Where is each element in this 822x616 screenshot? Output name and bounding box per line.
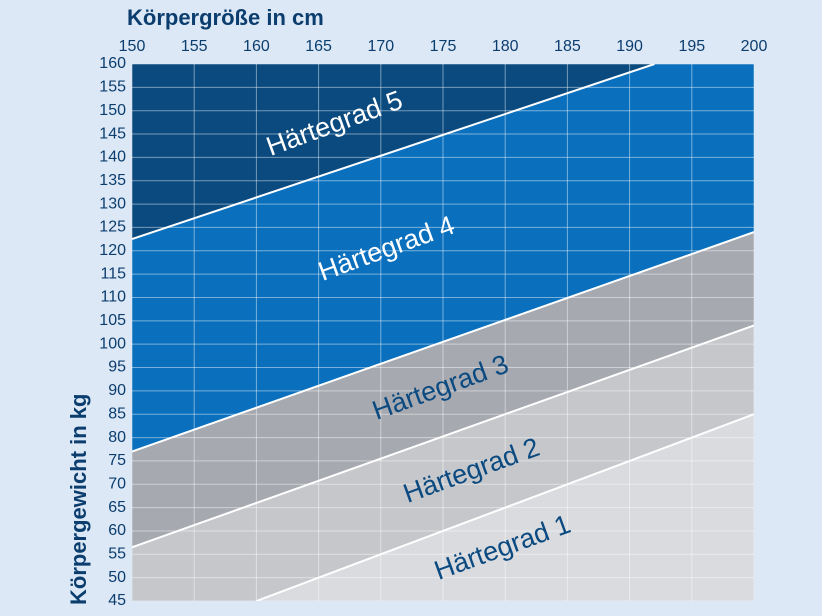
y-tick-label: 60 (108, 522, 126, 539)
x-tick-label: 190 (616, 38, 643, 55)
x-tick-label: 185 (554, 38, 581, 55)
y-tick-label: 75 (108, 452, 126, 469)
y-tick-label: 90 (108, 382, 126, 399)
y-tick-label: 125 (99, 219, 126, 236)
y-tick-label: 130 (99, 195, 126, 212)
x-tick-label: 170 (367, 38, 394, 55)
x-tick-label: 155 (181, 38, 208, 55)
x-tick-label: 200 (741, 38, 768, 55)
y-tick-label: 55 (108, 546, 126, 563)
y-tick-label: 50 (108, 569, 126, 586)
y-tick-label: 110 (100, 289, 126, 306)
x-tick-label: 165 (305, 38, 332, 55)
x-tick-label: 175 (430, 38, 457, 55)
y-tick-label: 145 (99, 125, 126, 142)
y-tick-label: 105 (99, 312, 126, 329)
y-tick-label: 115 (100, 265, 126, 282)
y-tick-label: 140 (99, 149, 126, 166)
boundary-line (256, 413, 754, 601)
boundary-line (132, 231, 754, 453)
boundary-line (132, 64, 655, 241)
x-tick-label: 195 (678, 38, 705, 55)
y-tick-label: 160 (99, 55, 126, 72)
y-tick-label: 80 (108, 429, 126, 446)
x-tick-label: 180 (492, 38, 519, 55)
y-tick-label: 65 (108, 499, 126, 516)
y-tick-label: 85 (108, 405, 126, 422)
y-tick-label: 45 (108, 592, 126, 609)
y-tick-label: 120 (99, 242, 126, 259)
x-tick-label: 160 (243, 38, 270, 55)
y-axis-title: Körpergewicht in kg (66, 394, 91, 605)
y-tick-label: 95 (108, 359, 126, 376)
y-tick-label: 100 (99, 335, 126, 352)
boundary-line (132, 324, 754, 549)
y-tick-label: 150 (99, 102, 126, 119)
x-tick-label: 150 (119, 38, 146, 55)
y-tick-label: 155 (99, 79, 126, 96)
y-tick-label: 135 (99, 172, 126, 189)
y-tick-label: 70 (108, 475, 126, 492)
x-axis-title: Körpergröße in cm (127, 5, 324, 30)
